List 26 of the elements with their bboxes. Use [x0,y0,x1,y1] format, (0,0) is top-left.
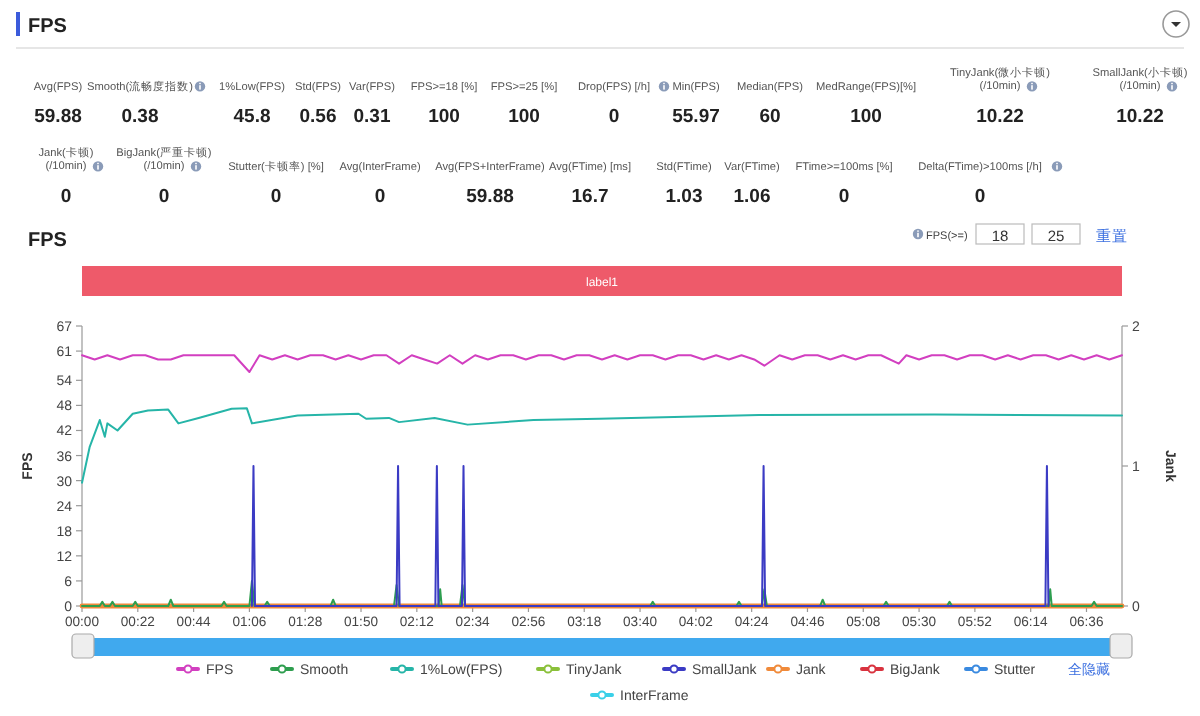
data-label: 10.22 [976,106,1024,128]
data-label: 60 [759,106,781,128]
data-label: 59.88 [466,186,514,208]
data-label: 100 [508,106,540,128]
text: FPS [28,16,68,38]
data-label: 0 [158,186,170,208]
data-label: 0.56 [299,106,337,128]
data-label: 0 [838,186,850,208]
data-label: 16.7 [571,186,609,208]
data-label: 0 [608,106,620,128]
data-label: 0 [374,186,386,208]
data-label: 10.22 [1116,106,1164,128]
data-label: 0.31 [353,106,392,128]
data-label: 55.97 [672,106,720,128]
data-label: 100 [850,106,882,128]
chart-title: FPS [28,230,68,252]
data-label: 0.38 [121,106,159,128]
data-label: 1.03 [665,186,703,208]
data-label: 0 [270,186,282,208]
data-label: 0 [974,186,986,208]
line-series [81,407,1123,484]
data-label: 45.8 [233,106,271,128]
line-series [81,354,1123,373]
data-label: 100 [428,106,460,128]
data-label: 1.06 [733,186,771,208]
data-label: 59.88 [34,106,82,128]
